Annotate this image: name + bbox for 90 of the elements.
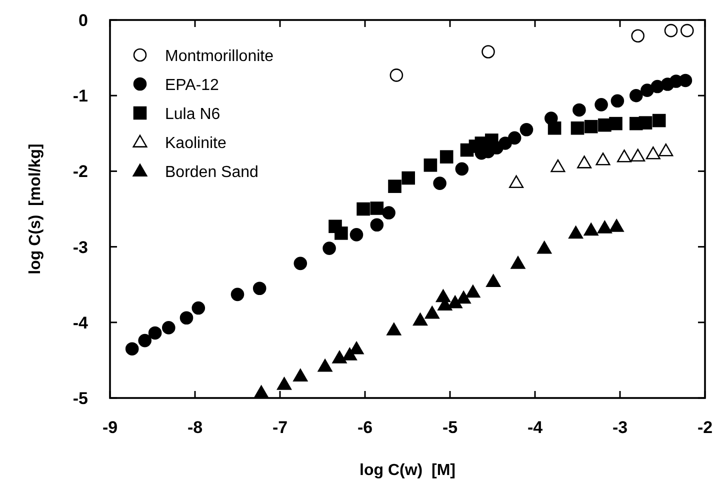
point — [630, 148, 646, 162]
point — [498, 136, 512, 150]
point — [640, 84, 654, 97]
point — [597, 220, 612, 234]
point — [440, 150, 454, 164]
point — [350, 228, 364, 242]
y-tick-label: -1 — [72, 86, 88, 106]
x-tick-label: -6 — [357, 418, 373, 437]
y-axis-title: log C(s) [mol/kg] — [27, 144, 44, 274]
point — [610, 94, 624, 108]
point — [584, 222, 598, 236]
legend-label: Borden Sand — [165, 164, 258, 181]
point — [568, 226, 584, 239]
x-axis-title: log C(w) [M] — [360, 462, 456, 479]
point — [609, 116, 622, 130]
legend-label: Kaolinite — [165, 135, 226, 152]
point — [180, 311, 194, 325]
legend-label: Lula N6 — [165, 106, 220, 123]
point — [230, 288, 244, 302]
point — [293, 368, 308, 382]
point — [318, 359, 332, 372]
x-tick-label: -7 — [272, 418, 288, 437]
point — [277, 377, 292, 390]
point — [125, 342, 139, 356]
point — [356, 202, 370, 216]
y-tick-label: -4 — [72, 313, 89, 332]
point — [448, 295, 462, 308]
point — [652, 114, 666, 128]
point — [192, 301, 206, 315]
point — [349, 342, 364, 354]
point — [680, 24, 694, 38]
point — [570, 121, 584, 135]
point — [148, 326, 162, 340]
x-tick-label: -3 — [612, 418, 628, 437]
point — [510, 256, 526, 269]
point — [424, 158, 438, 172]
point — [402, 171, 415, 185]
point — [322, 242, 336, 255]
point — [390, 68, 404, 82]
point — [388, 180, 402, 193]
point — [631, 29, 644, 43]
point — [456, 290, 471, 304]
point — [509, 175, 524, 188]
point — [433, 176, 446, 190]
point — [630, 88, 643, 102]
x-tick-label: -8 — [187, 418, 203, 437]
point — [334, 226, 348, 240]
point — [466, 284, 480, 298]
point — [424, 306, 440, 319]
point — [537, 241, 552, 254]
point — [508, 131, 522, 145]
legend-label: EPA-12 — [165, 77, 220, 94]
point — [486, 274, 501, 288]
point — [664, 24, 678, 38]
point — [658, 144, 674, 156]
point — [638, 116, 652, 130]
y-tick-label: 0 — [78, 11, 88, 30]
point — [254, 385, 269, 398]
point — [609, 219, 624, 232]
point — [584, 120, 598, 134]
y-tick-label: -5 — [72, 389, 88, 408]
y-tick-label: -3 — [72, 238, 88, 257]
point — [646, 146, 660, 160]
point — [370, 218, 384, 232]
point — [294, 256, 308, 270]
point — [596, 152, 610, 166]
point — [520, 122, 534, 136]
point — [162, 321, 176, 334]
point — [678, 74, 692, 88]
point — [455, 162, 469, 176]
y-tick-label: -2 — [72, 162, 88, 182]
legend-label: Montmorillonite — [165, 48, 274, 65]
x-tick-label: -9 — [102, 418, 118, 437]
point — [550, 159, 566, 172]
point — [332, 350, 347, 364]
point — [370, 202, 384, 215]
point — [386, 322, 402, 336]
point — [482, 45, 495, 58]
point — [548, 121, 562, 135]
point — [594, 98, 608, 112]
point — [617, 150, 632, 162]
point — [572, 103, 586, 117]
point — [382, 206, 396, 220]
point — [577, 156, 592, 168]
x-tick-label: -4 — [527, 418, 544, 437]
x-tick-label: -5 — [442, 418, 458, 437]
point — [138, 334, 152, 348]
x-tick-label: -2 — [697, 418, 713, 437]
point — [252, 282, 266, 296]
point — [413, 312, 428, 326]
